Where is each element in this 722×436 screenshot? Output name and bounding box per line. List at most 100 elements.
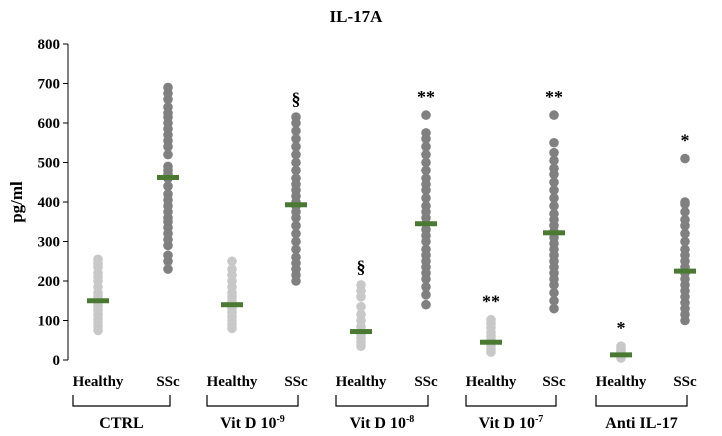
data-point-ssc bbox=[421, 201, 431, 211]
column-label: SSc bbox=[673, 374, 697, 390]
column-label: SSc bbox=[542, 374, 566, 390]
column-label: SSc bbox=[414, 374, 438, 390]
data-point-healthy bbox=[486, 314, 496, 325]
group-label: Anti IL-17 bbox=[605, 415, 677, 432]
data-point-ssc bbox=[549, 295, 559, 306]
mean-bar-healthy bbox=[221, 302, 243, 308]
y-tick-label: 300 bbox=[38, 235, 61, 251]
data-point-healthy bbox=[356, 280, 366, 290]
data-point-ssc bbox=[163, 189, 173, 199]
group-bracket bbox=[206, 395, 299, 407]
data-point-ssc bbox=[549, 163, 559, 174]
data-point-ssc bbox=[680, 228, 690, 239]
significance-mark: ** bbox=[482, 292, 500, 312]
y-tick-label: 700 bbox=[38, 77, 61, 93]
data-point-ssc bbox=[549, 209, 559, 219]
group-bracket bbox=[72, 395, 171, 407]
data-point-ssc bbox=[549, 185, 559, 195]
data-point-ssc bbox=[291, 244, 301, 255]
data-point-ssc bbox=[680, 236, 690, 247]
group-label: Vit D 10-7 bbox=[479, 414, 544, 432]
group-label-text: Vit D 10 bbox=[350, 415, 406, 432]
data-point-ssc bbox=[421, 128, 431, 138]
data-point-ssc bbox=[549, 288, 559, 298]
data-point-healthy bbox=[616, 341, 626, 351]
data-point-healthy bbox=[356, 309, 366, 320]
group-label-exponent: -7 bbox=[535, 414, 543, 425]
data-point-ssc bbox=[549, 177, 559, 188]
significance-mark: § bbox=[292, 89, 301, 109]
data-point-ssc bbox=[291, 173, 301, 184]
mean-bar-healthy bbox=[610, 352, 632, 358]
data-point-healthy bbox=[93, 254, 103, 265]
data-point-ssc bbox=[549, 110, 559, 120]
data-point-ssc bbox=[291, 165, 301, 176]
significance-mark: * bbox=[617, 318, 626, 338]
column-label: SSc bbox=[156, 374, 180, 390]
mean-bar-ssc bbox=[415, 221, 437, 227]
column-label: Healthy bbox=[73, 374, 124, 390]
mean-bar-healthy bbox=[480, 339, 502, 345]
mean-bar-ssc bbox=[157, 175, 179, 181]
data-point-ssc bbox=[163, 181, 173, 191]
data-point-ssc bbox=[291, 228, 301, 239]
column-label: SSc bbox=[284, 374, 308, 390]
data-point-ssc bbox=[680, 214, 690, 225]
y-tick-label: 500 bbox=[38, 156, 61, 172]
data-point-healthy bbox=[356, 301, 366, 312]
group-label: Vit D 10-9 bbox=[220, 414, 285, 432]
significance-mark: ** bbox=[545, 87, 563, 107]
mean-bar-healthy bbox=[350, 329, 372, 335]
column-label: Healthy bbox=[336, 374, 387, 390]
data-point-ssc bbox=[291, 157, 301, 168]
data-point-ssc bbox=[163, 82, 173, 93]
group-label-text: Anti IL-17 bbox=[605, 415, 677, 432]
mean-bar-ssc bbox=[674, 268, 696, 274]
data-point-ssc bbox=[549, 201, 559, 211]
data-point-ssc bbox=[291, 149, 301, 160]
data-point-ssc bbox=[549, 147, 559, 158]
column-label: Healthy bbox=[596, 374, 647, 390]
data-point-ssc bbox=[163, 149, 173, 160]
y-tick-label: 600 bbox=[38, 116, 61, 132]
y-tick-label: 400 bbox=[38, 195, 61, 211]
data-point-ssc bbox=[421, 299, 431, 310]
data-point-healthy bbox=[227, 264, 237, 274]
data-point-ssc bbox=[421, 193, 431, 203]
data-point-ssc bbox=[549, 137, 559, 148]
data-point-ssc bbox=[291, 126, 301, 136]
data-point-ssc bbox=[291, 220, 301, 231]
mean-bar-ssc bbox=[543, 230, 565, 236]
mean-bar-ssc bbox=[285, 202, 307, 208]
group-label-text: CTRL bbox=[99, 415, 143, 432]
y-tick-label: 100 bbox=[38, 314, 61, 330]
data-point-ssc bbox=[421, 282, 431, 292]
significance-mark: * bbox=[681, 131, 690, 151]
data-point-ssc bbox=[421, 244, 431, 255]
group-label-text: Vit D 10 bbox=[220, 415, 276, 432]
data-point-ssc bbox=[421, 173, 431, 184]
group-label: CTRL bbox=[99, 415, 143, 432]
group-label-exponent: -8 bbox=[406, 414, 414, 425]
data-point-ssc bbox=[421, 141, 431, 152]
data-point-ssc bbox=[163, 250, 173, 261]
group-label-exponent: -9 bbox=[276, 414, 284, 425]
data-point-ssc bbox=[421, 157, 431, 168]
data-point-ssc bbox=[421, 149, 431, 160]
mean-bar-healthy bbox=[87, 298, 109, 304]
data-point-ssc bbox=[549, 155, 559, 166]
group-label: Vit D 10-8 bbox=[350, 414, 415, 432]
data-point-ssc bbox=[680, 153, 690, 164]
data-point-ssc bbox=[549, 303, 559, 314]
data-point-ssc bbox=[163, 264, 173, 274]
data-point-ssc bbox=[421, 110, 431, 120]
data-point-ssc bbox=[291, 252, 301, 263]
significance-mark: ** bbox=[417, 87, 435, 107]
data-point-ssc bbox=[291, 141, 301, 152]
data-point-ssc bbox=[291, 236, 301, 247]
group-label-text: Vit D 10 bbox=[479, 415, 535, 432]
group-bracket bbox=[335, 395, 429, 407]
data-point-ssc bbox=[421, 165, 431, 176]
y-tick-label: 200 bbox=[38, 274, 61, 290]
